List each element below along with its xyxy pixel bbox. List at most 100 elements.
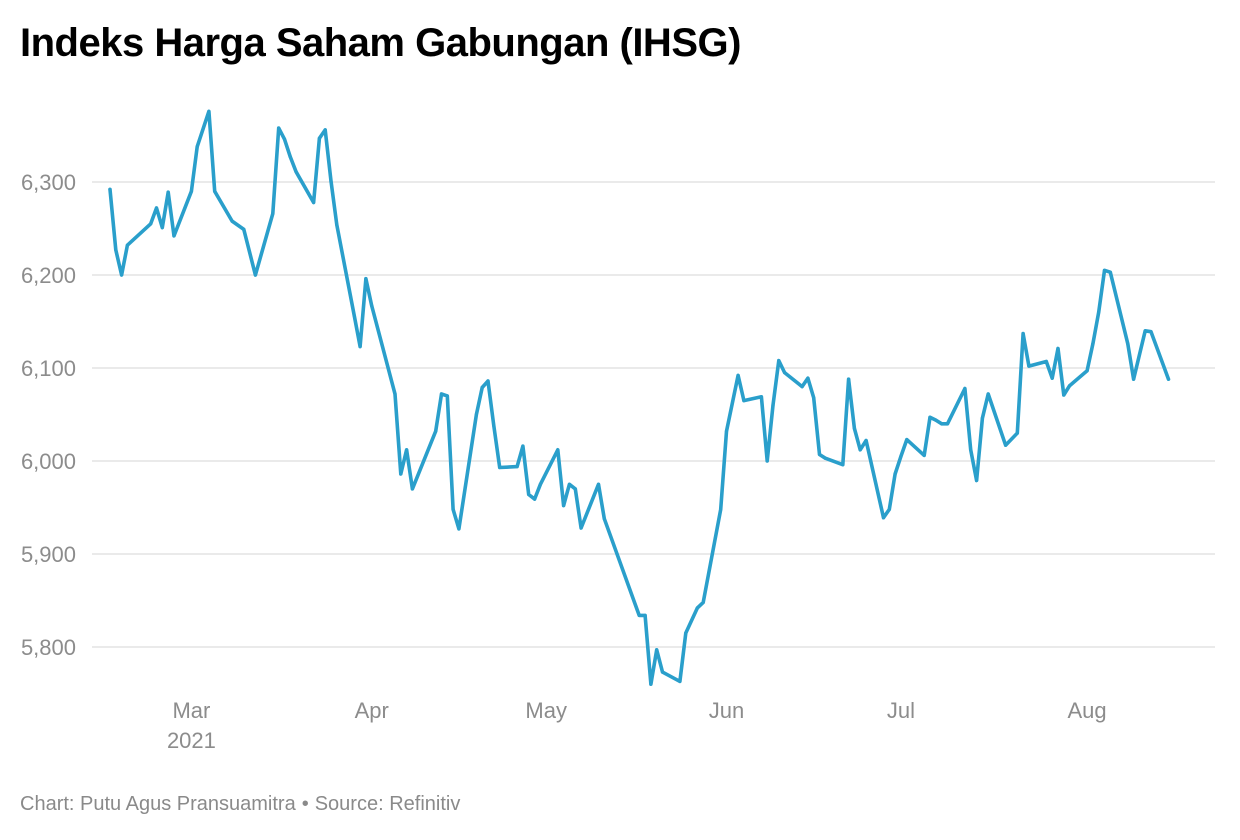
chart-credit: Chart: Putu Agus Pransuamitra (20, 793, 296, 815)
data-point (288, 155, 292, 159)
data-point (660, 670, 665, 674)
data-point (166, 190, 170, 194)
data-point (364, 277, 368, 281)
x-tick-label: Jul (887, 698, 915, 723)
data-point (562, 504, 566, 508)
data-point (881, 516, 886, 520)
data-point (963, 386, 967, 391)
data-point (230, 219, 234, 223)
data-point (655, 648, 659, 652)
gridlines (92, 181, 1215, 648)
data-point (323, 128, 327, 132)
data-point (1050, 376, 1054, 380)
y-axis-labels: 5,800 5,900 6,000 6,100 6,200 6,300 (21, 170, 76, 660)
data-point (329, 179, 333, 183)
y-tick-label: 5,900 (21, 542, 76, 567)
data-point (253, 273, 257, 277)
x-tick-sublabel: 2021 (167, 728, 216, 753)
y-tick-label: 6,300 (21, 170, 76, 195)
data-point (573, 487, 577, 491)
data-point (533, 497, 537, 501)
data-point (538, 482, 543, 486)
data-point (160, 226, 164, 230)
data-point (975, 478, 979, 483)
data-point (527, 492, 531, 497)
data-point (864, 438, 868, 443)
data-point (940, 422, 944, 426)
data-point (405, 448, 409, 452)
data-point (439, 392, 444, 396)
data-point (858, 448, 862, 452)
y-tick-label: 6,100 (21, 356, 76, 381)
data-point (242, 227, 246, 231)
data-point (370, 304, 374, 308)
x-tick-label: Aug (1067, 698, 1106, 723)
data-point (567, 482, 572, 486)
x-axis-labels: Mar 2021 Apr May Jun Jul Aug (167, 698, 1107, 753)
data-point (410, 487, 414, 491)
data-point (678, 679, 682, 684)
data-point (1085, 369, 1089, 373)
data-point (172, 234, 176, 238)
data-point (899, 454, 903, 458)
data-point (922, 453, 926, 457)
data-point (271, 212, 275, 216)
data-point (771, 403, 775, 407)
data-point (498, 465, 502, 470)
data-point (812, 396, 816, 400)
data-point (335, 223, 339, 227)
data-point (294, 170, 298, 174)
data-point (1166, 377, 1171, 381)
data-point (1149, 330, 1153, 334)
data-point (1143, 329, 1147, 333)
data-point (556, 448, 560, 452)
data-point (1004, 443, 1008, 447)
data-point (1097, 310, 1101, 314)
data-point (474, 412, 478, 417)
data-point (399, 472, 403, 476)
data-point (969, 448, 973, 452)
data-point (928, 415, 932, 419)
data-point (742, 399, 746, 403)
data-point (724, 429, 729, 433)
data-point (701, 600, 705, 605)
data-point (114, 248, 118, 252)
data-point (125, 243, 129, 247)
data-point (434, 429, 438, 433)
data-point (1021, 332, 1025, 336)
y-tick-label: 6,000 (21, 449, 76, 474)
data-point (806, 376, 810, 380)
data-point (759, 395, 764, 399)
data-point (777, 359, 781, 363)
data-point (1102, 268, 1107, 272)
data-point (783, 371, 787, 375)
data-point (480, 385, 484, 390)
data-point (852, 426, 857, 430)
data-point (1108, 270, 1112, 274)
data-point (154, 206, 159, 210)
x-tick-label: Apr (355, 698, 389, 723)
chart-title: Indeks Harga Saham Gabungan (IHSG) (20, 21, 741, 65)
data-point (695, 606, 700, 610)
data-point (1044, 359, 1048, 364)
data-point (841, 463, 845, 467)
data-point (765, 459, 769, 463)
data-point (1132, 377, 1136, 381)
chart-footer: Chart: Putu Agus Pransuamitra • Source: Re… (20, 793, 460, 816)
data-point (492, 424, 496, 428)
footer-separator: • (301, 793, 309, 815)
data-point (823, 456, 827, 460)
series-line-ihsg (108, 109, 1171, 686)
data-point (643, 613, 647, 618)
data-point (108, 187, 112, 191)
data-point (684, 631, 688, 635)
x-tick-label: May (525, 698, 567, 723)
data-point (1091, 342, 1095, 346)
data-point (1056, 346, 1060, 351)
data-point (637, 613, 641, 618)
data-point (393, 392, 397, 396)
x-tick-label: Jun (709, 698, 744, 723)
data-point (1027, 364, 1031, 368)
data-point (649, 682, 653, 686)
data-point (207, 109, 211, 113)
